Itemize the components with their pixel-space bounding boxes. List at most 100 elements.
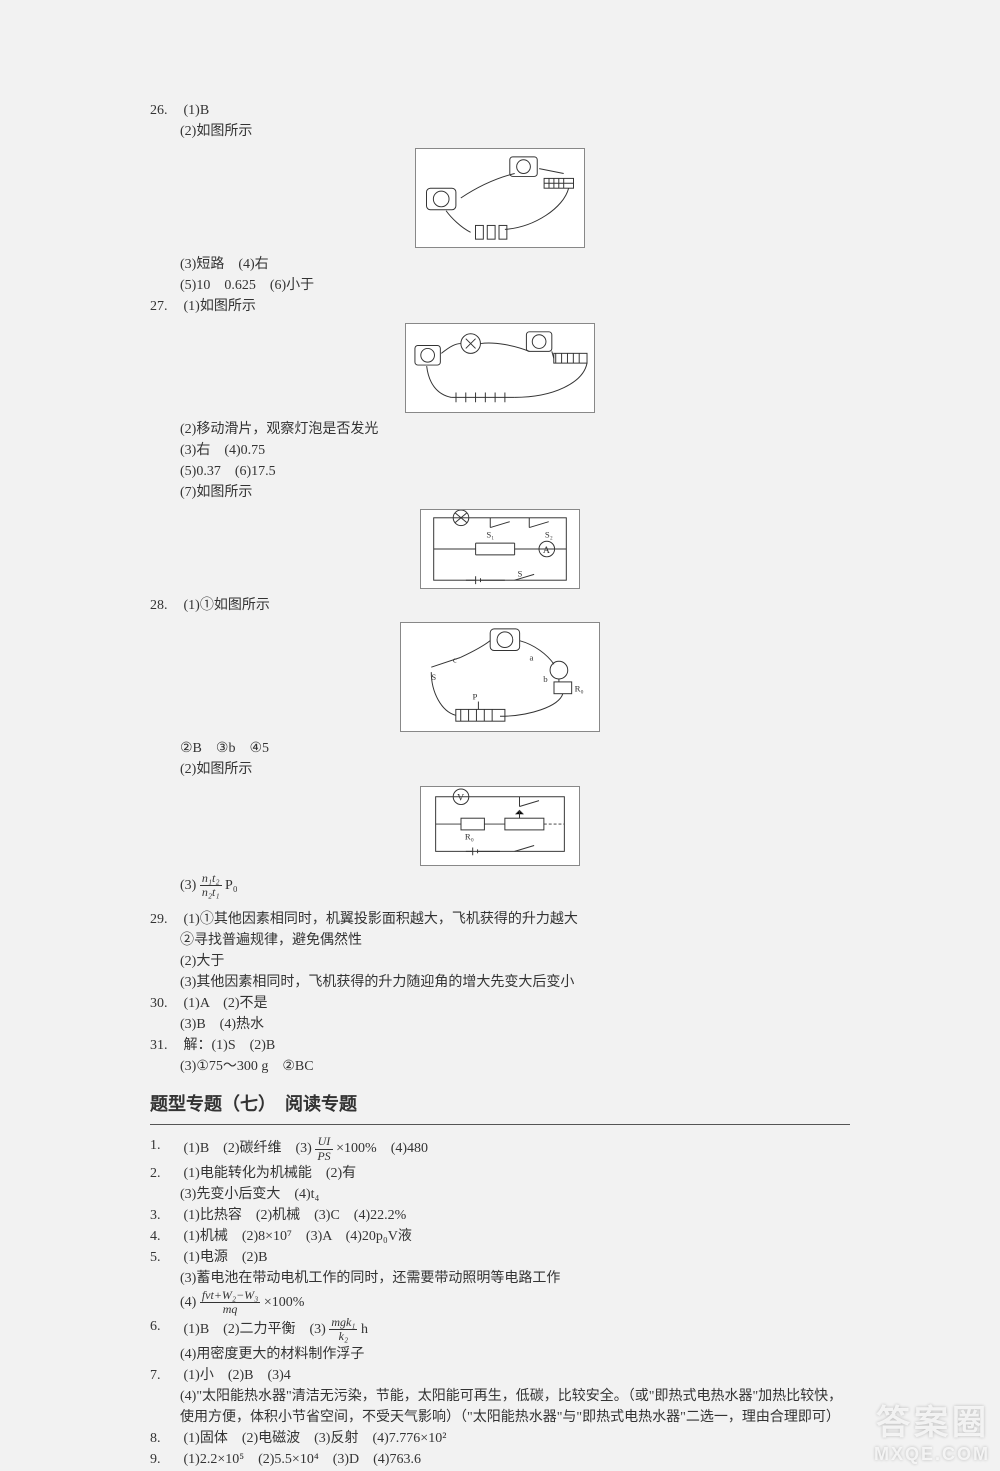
schematic-diagram-icon: V R₀ [420, 786, 580, 866]
numerator: mgk₁ [329, 1316, 357, 1330]
a5-num: 5. [150, 1247, 180, 1268]
a3: 3. (1)比热容 (2)机械 (3)C (4)22.2% [150, 1205, 850, 1226]
q28: 28. (1)①如图所示 S R₀ P c a b ②B ③b ④5 (2)如图… [150, 595, 850, 899]
q28-line1: (1)①如图所示 [184, 598, 270, 613]
q30-line1: (1)A (2)不是 [184, 996, 268, 1011]
a1: 1. (1)B (2)碳纤维 (3) UI PS ×100% (4)480 [150, 1135, 850, 1162]
watermark-en: MXQE.COM [874, 1444, 990, 1465]
a2-line2: (3)先变小后变大 (4)t₄ [180, 1184, 850, 1205]
denominator: PS [315, 1150, 332, 1163]
a7-line2: (4)"太阳能热水器"清洁无污染，节能，太阳能可再生，低碳，比较安全。（或"即热… [180, 1386, 850, 1428]
q30-num: 30. [150, 993, 180, 1014]
q29-num: 29. [150, 909, 180, 930]
a6-pre: (1)B (2)二力平衡 (3) [184, 1322, 326, 1337]
q27-num: 27. [150, 296, 180, 317]
svg-text:R₀: R₀ [575, 684, 584, 694]
a2-line1: (1)电能转化为机械能 (2)有 [184, 1166, 357, 1181]
fraction: n₁t₂ n₂t₁ [200, 872, 222, 899]
q29-line4: (3)其他因素相同时，飞机获得的升力随迎角的增大先变大后变小 [180, 972, 850, 993]
q31-num: 31. [150, 1035, 180, 1056]
q30-line2: (3)B (4)热水 [180, 1014, 850, 1035]
a6: 6. (1)B (2)二力平衡 (3) mgk₁ k₂ h (4)用密度更大的材… [150, 1316, 850, 1364]
circuit-diagram-icon: S R₀ P c a b [400, 622, 600, 732]
watermark-cn: 答案圈 [874, 1395, 990, 1444]
numerator: UI [315, 1135, 332, 1149]
q30: 30. (1)A (2)不是 (3)B (4)热水 [150, 993, 850, 1035]
watermark: 答案圈 MXQE.COM [874, 1395, 990, 1465]
q27-line5: (7)如图所示 [180, 482, 850, 503]
q28-line4: (3) n₁t₂ n₂t₁ P₀ [180, 872, 850, 899]
svg-text:a: a [529, 652, 533, 662]
q31: 31. 解：(1)S (2)B (3)①75～300 g ②BC [150, 1035, 850, 1077]
section-title: 题型专题（七） 阅读专题 [150, 1091, 850, 1118]
svg-text:c: c [453, 654, 457, 664]
svg-text:S: S [518, 568, 523, 578]
fraction: UI PS [315, 1135, 332, 1162]
numerator: fvt+W₂−W₃ [200, 1289, 261, 1303]
q27-line4: (5)0.37 (6)17.5 [180, 461, 850, 482]
a9-line1: (1)2.2×10⁵ (2)5.5×10⁴ (3)D (4)763.6 [184, 1452, 421, 1467]
a3-num: 3. [150, 1205, 180, 1226]
q26-line3: (3)短路 (4)右 [180, 254, 850, 275]
svg-text:R₀: R₀ [465, 832, 474, 842]
q28-line2: ②B ③b ④5 [180, 738, 850, 759]
q29-line2: ②寻找普遍规律，避免偶然性 [180, 930, 850, 951]
a5: 5. (1)电源 (2)B (3)蓄电池在带动电机工作的同时，还需要带动照明等电… [150, 1247, 850, 1316]
q27: 27. (1)如图所示 (2)移动滑片，观察灯泡是否发光 (3)右 (4)0.7… [150, 296, 850, 589]
a7-num: 7. [150, 1365, 180, 1386]
numerator: n₁t₂ [200, 872, 222, 886]
a2: 2. (1)电能转化为机械能 (2)有 (3)先变小后变大 (4)t₄ [150, 1163, 850, 1205]
q28-line3: (2)如图所示 [180, 759, 850, 780]
q26-line4: (5)10 0.625 (6)小于 [180, 275, 850, 296]
a6-num: 6. [150, 1316, 180, 1337]
q31-line2: (3)①75～300 g ②BC [180, 1056, 850, 1077]
svg-text:V: V [457, 793, 464, 804]
a6-line2: (4)用密度更大的材料制作浮子 [180, 1344, 850, 1365]
text: (4) [180, 1295, 196, 1310]
answer-page: 26. (1)B (2)如图所示 (3)短路 (4)右 (5)10 0.625 … [150, 100, 850, 1470]
a5-line2: (3)蓄电池在带动电机工作的同时，还需要带动照明等电路工作 [180, 1268, 850, 1289]
text: (3) [180, 878, 196, 893]
a1-pre: (1)B (2)碳纤维 (3) [184, 1141, 312, 1156]
a7-line1: (1)小 (2)B (3)4 [184, 1368, 291, 1383]
q27-line3: (3)右 (4)0.75 [180, 440, 850, 461]
q27-line1: (1)如图所示 [184, 299, 256, 314]
a1-num: 1. [150, 1135, 180, 1156]
q26-num: 26. [150, 100, 180, 121]
denominator: n₂t₁ [200, 886, 222, 899]
a8-num: 8. [150, 1428, 180, 1449]
a2-num: 2. [150, 1163, 180, 1184]
circuit-diagram-icon [405, 323, 595, 413]
a9-num: 9. [150, 1449, 180, 1470]
text: ×100% [264, 1295, 305, 1310]
a4-num: 4. [150, 1226, 180, 1247]
a3-line1: (1)比热容 (2)机械 (3)C (4)22.2% [184, 1208, 407, 1223]
a1-post: ×100% (4)480 [336, 1141, 428, 1156]
text: P₀ [225, 878, 238, 893]
fraction: mgk₁ k₂ [329, 1316, 357, 1343]
q28-num: 28. [150, 595, 180, 616]
a8: 8. (1)固体 (2)电磁波 (3)反射 (4)7.776×10² [150, 1428, 850, 1449]
q26: 26. (1)B (2)如图所示 (3)短路 (4)右 (5)10 0.625 … [150, 100, 850, 296]
divider [150, 1124, 850, 1125]
a9: 9. (1)2.2×10⁵ (2)5.5×10⁴ (3)D (4)763.6 [150, 1449, 850, 1470]
q26-line1: (1)B [184, 103, 210, 118]
fraction: fvt+W₂−W₃ mq [200, 1289, 261, 1316]
svg-text:P: P [473, 692, 478, 702]
q29-line3: (2)大于 [180, 951, 850, 972]
svg-text:b: b [543, 674, 548, 684]
q31-line1: 解：(1)S (2)B [184, 1038, 276, 1053]
q26-line2: (2)如图所示 [180, 121, 850, 142]
a8-line1: (1)固体 (2)电磁波 (3)反射 (4)7.776×10² [184, 1431, 447, 1446]
circuit-diagram-icon [415, 148, 585, 248]
svg-text:A: A [543, 545, 550, 556]
svg-text:S₁: S₁ [486, 529, 494, 539]
a6-post: h [361, 1322, 368, 1337]
q29: 29. (1)①其他因素相同时，机翼投影面积越大，飞机获得的升力越大 ②寻找普遍… [150, 909, 850, 993]
a5-line3: (4) fvt+W₂−W₃ mq ×100% [180, 1289, 850, 1316]
schematic-diagram-icon: S₁ S₂ A S [420, 509, 580, 589]
a5-line1: (1)电源 (2)B [184, 1250, 268, 1265]
denominator: k₂ [329, 1330, 357, 1343]
denominator: mq [200, 1303, 261, 1316]
q27-line2: (2)移动滑片，观察灯泡是否发光 [180, 419, 850, 440]
